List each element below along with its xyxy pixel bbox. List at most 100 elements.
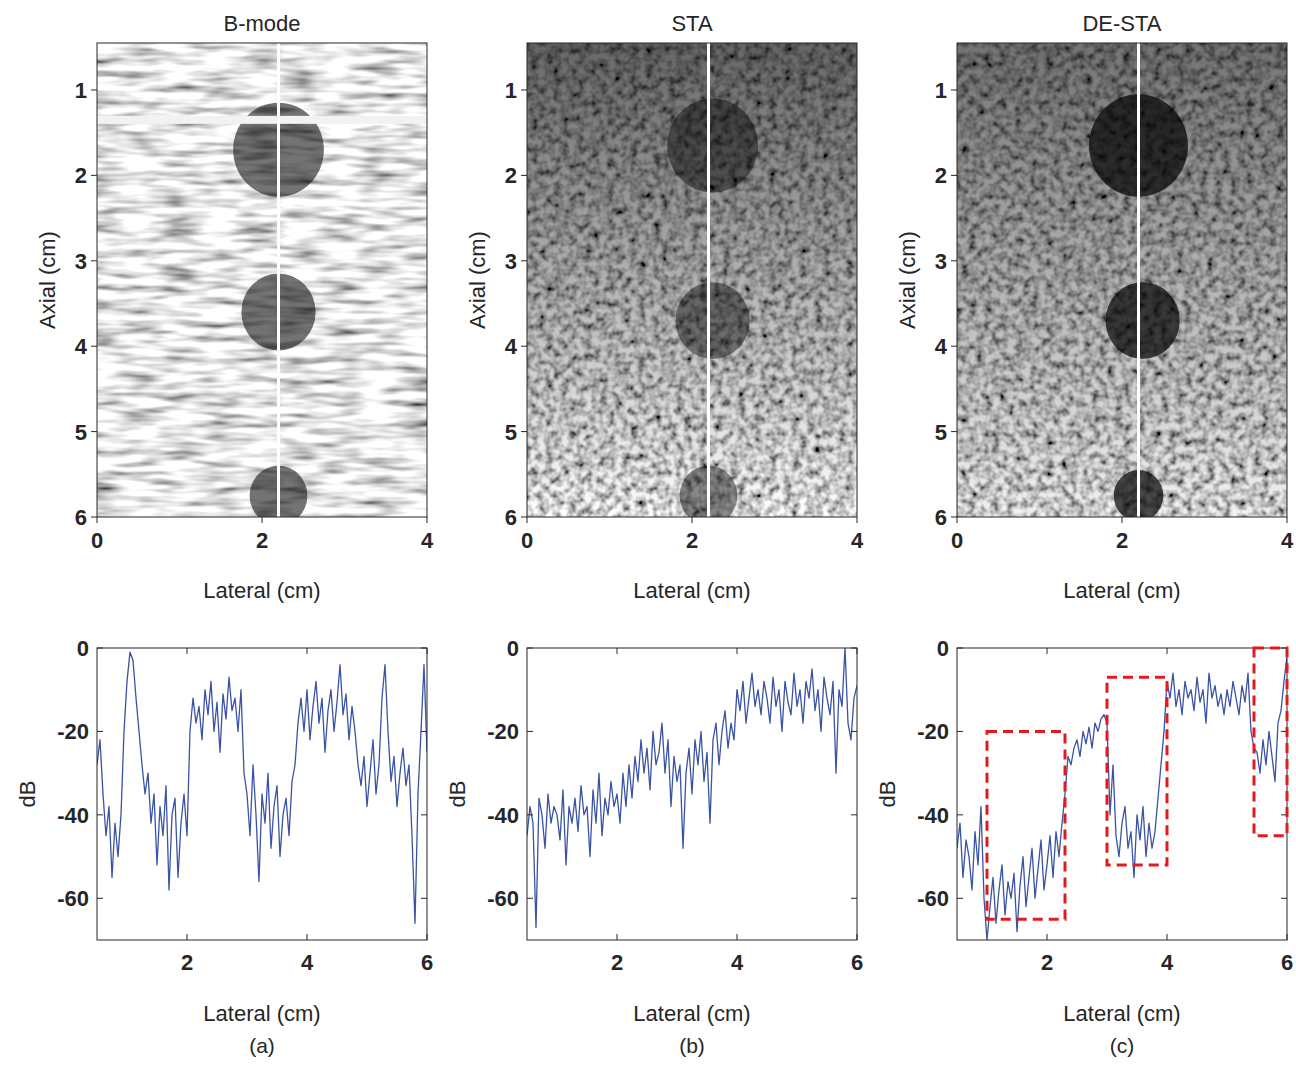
y-tick-label: 4 bbox=[935, 334, 948, 359]
y-tick-label: -60 bbox=[57, 886, 89, 911]
y-tick bbox=[957, 731, 963, 732]
y-tick bbox=[91, 89, 97, 90]
speckle bbox=[527, 43, 857, 517]
x-tick bbox=[957, 517, 958, 523]
x-tick-label: 4 bbox=[1281, 528, 1294, 553]
x-tick bbox=[427, 648, 428, 654]
x-tick-label: 4 bbox=[1161, 950, 1174, 975]
y-tick bbox=[957, 898, 963, 899]
x-axis-title: Lateral (cm) bbox=[1063, 578, 1180, 603]
x-tick bbox=[1167, 648, 1168, 654]
x-tick bbox=[1167, 934, 1168, 940]
plot-bg bbox=[957, 648, 1287, 940]
x-tick bbox=[737, 648, 738, 654]
image-area bbox=[957, 43, 1287, 517]
x-tick bbox=[307, 934, 308, 940]
x-tick-label: 2 bbox=[1116, 528, 1128, 553]
frame bbox=[957, 43, 1287, 517]
y-tick bbox=[521, 431, 527, 432]
y-tick bbox=[421, 898, 427, 899]
x-tick bbox=[617, 934, 618, 940]
x-tick bbox=[527, 517, 528, 523]
y-tick-label: 4 bbox=[505, 334, 518, 359]
y-tick-label: 1 bbox=[935, 78, 947, 103]
y-tick-label: 5 bbox=[75, 420, 87, 445]
profile-line bbox=[957, 656, 1287, 940]
cyst bbox=[1106, 282, 1180, 359]
y-tick-label: 1 bbox=[75, 78, 87, 103]
y-tick-label: -20 bbox=[917, 719, 949, 744]
plot-bg bbox=[97, 648, 427, 940]
y-tick bbox=[951, 517, 957, 518]
x-tick bbox=[737, 934, 738, 940]
speckle bbox=[97, 43, 427, 517]
frame bbox=[97, 648, 427, 940]
profile-line bbox=[97, 652, 427, 923]
x-axis-title: Lateral (cm) bbox=[1063, 1001, 1180, 1026]
y-tick bbox=[97, 814, 103, 815]
y-tick bbox=[851, 814, 857, 815]
y-tick-label: 2 bbox=[505, 163, 517, 188]
y-tick bbox=[951, 346, 957, 347]
x-tick bbox=[617, 648, 618, 654]
depth-shade bbox=[97, 43, 427, 517]
highlight-box bbox=[1107, 677, 1167, 865]
y-tick bbox=[851, 648, 857, 649]
frame bbox=[97, 43, 427, 517]
y-tick bbox=[951, 175, 957, 176]
x-axis-title: Lateral (cm) bbox=[203, 1001, 320, 1026]
y-tick-label: -40 bbox=[917, 803, 949, 828]
y-tick bbox=[957, 814, 963, 815]
frame bbox=[527, 43, 857, 517]
y-tick bbox=[97, 648, 103, 649]
y-tick bbox=[521, 175, 527, 176]
y-tick bbox=[91, 346, 97, 347]
x-tick-label: 4 bbox=[731, 950, 744, 975]
y-axis-title: dB bbox=[875, 781, 900, 808]
highlight-box bbox=[1254, 648, 1287, 836]
x-tick-label: 6 bbox=[421, 950, 433, 975]
y-tick-label: 3 bbox=[505, 249, 517, 274]
highlight-box bbox=[987, 731, 1065, 919]
x-axis-title: Lateral (cm) bbox=[633, 1001, 750, 1026]
y-tick-label: 2 bbox=[75, 163, 87, 188]
y-tick-label: 1 bbox=[505, 78, 517, 103]
frame bbox=[527, 648, 857, 940]
y-tick bbox=[851, 731, 857, 732]
x-tick bbox=[857, 517, 858, 523]
x-tick bbox=[1287, 517, 1288, 523]
panel-label: (b) bbox=[679, 1034, 705, 1057]
y-tick bbox=[421, 648, 427, 649]
y-tick bbox=[421, 731, 427, 732]
y-tick-label: 5 bbox=[935, 420, 947, 445]
x-tick bbox=[1047, 648, 1048, 654]
x-tick-label: 0 bbox=[521, 528, 533, 553]
y-tick-label: 3 bbox=[75, 249, 87, 274]
y-tick-label: 0 bbox=[507, 636, 519, 661]
plot-area bbox=[957, 656, 1287, 940]
frame bbox=[957, 648, 1287, 940]
x-tick bbox=[1287, 934, 1288, 940]
x-tick-label: 2 bbox=[256, 528, 268, 553]
y-tick-label: 4 bbox=[75, 334, 88, 359]
x-tick-label: 6 bbox=[1281, 950, 1293, 975]
panel-label: (c) bbox=[1110, 1034, 1135, 1057]
y-tick-label: -60 bbox=[917, 886, 949, 911]
profile-line bbox=[1137, 43, 1140, 517]
x-tick-label: 2 bbox=[611, 950, 623, 975]
profile-line bbox=[707, 43, 710, 517]
x-tick bbox=[427, 934, 428, 940]
x-tick-label: 4 bbox=[851, 528, 864, 553]
panel-title: DE-STA bbox=[1082, 11, 1161, 36]
y-tick bbox=[97, 731, 103, 732]
x-tick bbox=[427, 517, 428, 523]
y-tick bbox=[91, 517, 97, 518]
y-axis-title: dB bbox=[445, 781, 470, 808]
y-tick-label: 6 bbox=[505, 505, 517, 530]
y-tick bbox=[97, 898, 103, 899]
y-tick bbox=[957, 648, 963, 649]
y-tick bbox=[527, 731, 533, 732]
y-tick-label: 0 bbox=[937, 636, 949, 661]
y-tick bbox=[421, 814, 427, 815]
bright-line bbox=[97, 116, 427, 124]
